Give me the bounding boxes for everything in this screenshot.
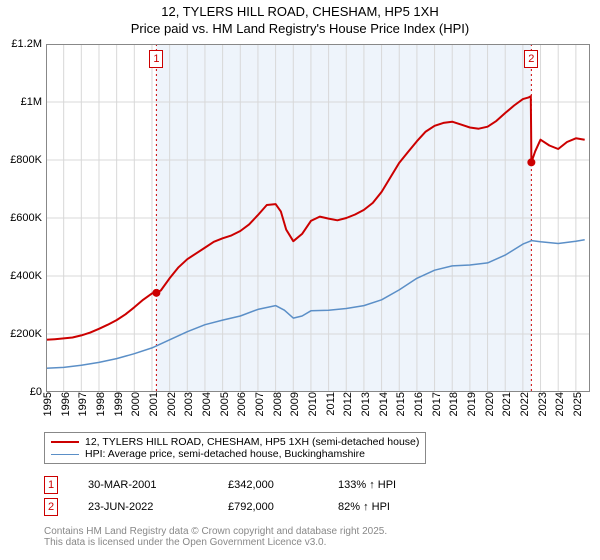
x-tick-label: 2005 [215, 392, 231, 416]
x-tick-label: 2002 [162, 392, 178, 416]
x-tick-label: 2004 [197, 392, 213, 416]
x-tick-label: 2010 [303, 392, 319, 416]
x-tick-label: 2023 [533, 392, 549, 416]
x-tick-label: 1995 [38, 392, 54, 416]
y-tick-label: £800K [10, 154, 46, 166]
data-table-row: 1 30-MAR-2001£342,000133% ↑ HPI [44, 474, 458, 496]
data-table-cell: £792,000 [228, 501, 338, 513]
y-tick-label: £400K [10, 270, 46, 282]
x-tick-label: 2000 [126, 392, 142, 416]
x-tick-label: 2003 [179, 392, 195, 416]
data-table-cell: £342,000 [228, 479, 338, 491]
legend-swatch-price-paid [51, 441, 79, 443]
data-table-marker: 2 [44, 498, 58, 516]
data-table-row: 2 23-JUN-2022£792,00082% ↑ HPI [44, 496, 458, 518]
data-table-cell: 23-JUN-2022 [88, 501, 228, 513]
x-tick-label: 1998 [91, 392, 107, 416]
data-table-cell: 30-MAR-2001 [88, 479, 228, 491]
legend-row-price-paid: 12, TYLERS HILL ROAD, CHESHAM, HP5 1XH (… [51, 436, 419, 448]
x-tick-label: 2020 [480, 392, 496, 416]
footer-line-1: Contains HM Land Registry data © Crown c… [44, 526, 387, 537]
footer-attribution: Contains HM Land Registry data © Crown c… [44, 526, 387, 548]
x-tick-label: 2021 [497, 392, 513, 416]
legend-swatch-hpi [51, 454, 79, 455]
x-tick-label: 2011 [321, 392, 337, 416]
x-tick-label: 2018 [444, 392, 460, 416]
legend: 12, TYLERS HILL ROAD, CHESHAM, HP5 1XH (… [44, 432, 426, 464]
x-tick-label: 2022 [515, 392, 531, 416]
x-tick-label: 2014 [374, 392, 390, 416]
title-line-1: 12, TYLERS HILL ROAD, CHESHAM, HP5 1XH [0, 4, 600, 21]
x-tick-label: 1997 [73, 392, 89, 416]
legend-label-price-paid: 12, TYLERS HILL ROAD, CHESHAM, HP5 1XH (… [85, 436, 419, 448]
event-marker-1: 1 [149, 50, 163, 68]
event-marker-2: 2 [524, 50, 538, 68]
x-tick-label: 2013 [356, 392, 372, 416]
legend-label-hpi: HPI: Average price, semi-detached house,… [85, 448, 365, 460]
data-table-marker: 1 [44, 476, 58, 494]
x-tick-label: 1996 [56, 392, 72, 416]
x-tick-label: 2008 [268, 392, 284, 416]
x-tick-label: 2025 [568, 392, 584, 416]
y-tick-label: £1.2M [11, 38, 46, 50]
title-line-2: Price paid vs. HM Land Registry's House … [0, 21, 600, 38]
y-tick-label: £200K [10, 328, 46, 340]
x-tick-label: 2001 [144, 392, 160, 416]
chart-plot-area: £0£200K£400K£600K£800K£1M£1.2M1995199619… [46, 44, 590, 392]
x-tick-label: 2024 [550, 392, 566, 416]
y-tick-label: £1M [21, 96, 46, 108]
x-tick-label: 2019 [462, 392, 478, 416]
legend-row-hpi: HPI: Average price, semi-detached house,… [51, 448, 419, 460]
x-tick-label: 2017 [427, 392, 443, 416]
y-tick-label: £600K [10, 212, 46, 224]
x-tick-label: 2015 [391, 392, 407, 416]
data-table-cell: 133% ↑ HPI [338, 479, 458, 491]
x-tick-label: 2016 [409, 392, 425, 416]
chart-title: 12, TYLERS HILL ROAD, CHESHAM, HP5 1XH P… [0, 4, 600, 38]
footer-line-2: This data is licensed under the Open Gov… [44, 537, 387, 548]
x-tick-label: 1999 [109, 392, 125, 416]
x-tick-label: 2006 [232, 392, 248, 416]
x-tick-label: 2012 [338, 392, 354, 416]
data-table: 1 30-MAR-2001£342,000133% ↑ HPI 2 23-JUN-20… [44, 474, 458, 518]
data-table-cell: 82% ↑ HPI [338, 501, 458, 513]
x-tick-label: 2009 [285, 392, 301, 416]
x-tick-label: 2007 [250, 392, 266, 416]
chart-svg [46, 44, 590, 392]
